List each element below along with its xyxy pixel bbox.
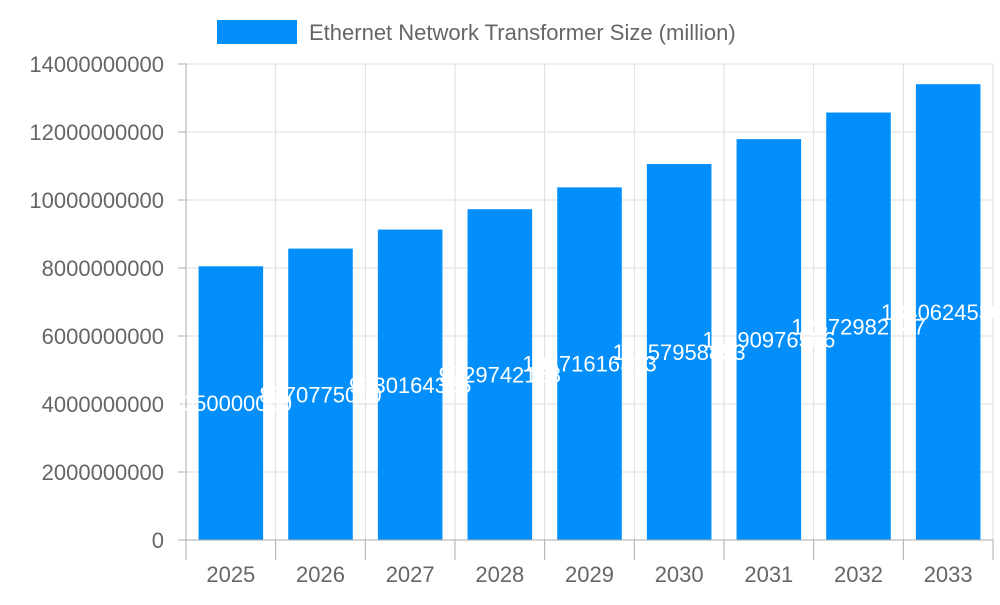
- bar: [467, 209, 533, 540]
- y-tick-label: 0: [152, 528, 164, 553]
- bar: [646, 164, 712, 540]
- x-tick-label: 2025: [206, 562, 255, 587]
- x-tick-label: 2026: [296, 562, 345, 587]
- data-label: 11790976506: [702, 328, 835, 353]
- axes: 0 2000000000 4000000000 6000000000 800000000…: [29, 52, 994, 587]
- data-label: 11057958853: [613, 340, 746, 365]
- bar: [377, 229, 443, 541]
- y-tick-label: 6000000000: [42, 324, 164, 349]
- bar: [288, 248, 353, 541]
- x-tick-label: 2029: [565, 562, 614, 587]
- bar: [198, 266, 264, 540]
- y-tick-label: 4000000000: [42, 392, 164, 417]
- x-tick-label: 2033: [924, 562, 973, 587]
- legend-swatch: [217, 20, 297, 44]
- data-label: 8050000000: [170, 391, 292, 416]
- x-tick-label: 2031: [744, 562, 793, 587]
- data-label: 9729742158: [439, 363, 561, 388]
- bar: [915, 84, 981, 541]
- x-tick-label: 2030: [655, 562, 704, 587]
- y-tick-label: 2000000000: [42, 460, 164, 485]
- data-label: 8570775000: [259, 382, 381, 407]
- x-tick-label: 2028: [475, 562, 524, 587]
- data-label: 12572982147: [791, 314, 926, 339]
- bar: [736, 139, 802, 540]
- bars: [198, 84, 981, 541]
- bar: [557, 187, 622, 540]
- data-label: 10371616313: [522, 352, 657, 377]
- data-labels: 8050000000857077500091301643359729742158…: [170, 300, 1000, 416]
- y-tick-label: 10000000000: [29, 188, 164, 213]
- y-tick-label: 8000000000: [42, 256, 164, 281]
- y-tick-label: 14000000000: [29, 52, 164, 77]
- legend-label: Ethernet Network Transformer Size (milli…: [309, 20, 736, 45]
- legend[interactable]: Ethernet Network Transformer Size (milli…: [217, 20, 736, 45]
- bar: [826, 112, 891, 540]
- y-tick-label: 12000000000: [29, 120, 164, 145]
- data-label: 9130164335: [349, 373, 471, 398]
- data-label: 13406245300: [881, 300, 1000, 325]
- x-tick-label: 2032: [834, 562, 883, 587]
- x-tick-label: 2027: [386, 562, 435, 587]
